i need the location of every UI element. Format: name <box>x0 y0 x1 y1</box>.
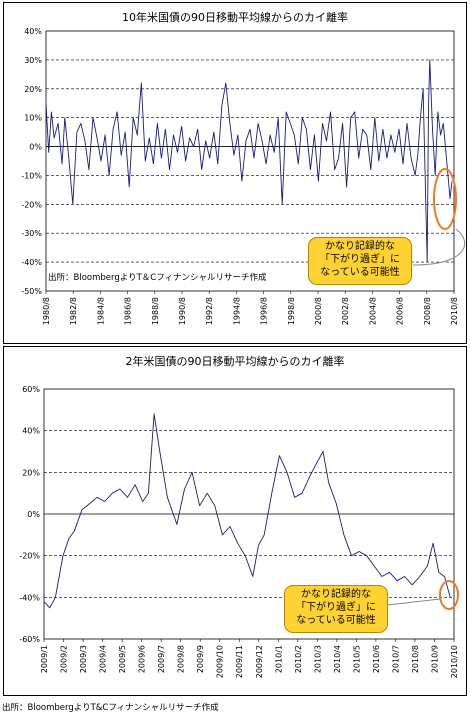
callout-connector <box>387 598 441 606</box>
x-tick-label: 1990/8 <box>178 297 187 325</box>
y-tick-label: -50% <box>21 287 42 296</box>
x-tick-label: 2009/12 <box>255 645 264 678</box>
highlight-ellipse <box>439 580 459 610</box>
x-tick-label: 1996/8 <box>260 297 269 325</box>
x-tick-label: 2009/4 <box>99 645 108 673</box>
x-tick-label: 2008/8 <box>423 297 432 325</box>
y-tick-label: -20% <box>21 200 42 209</box>
x-tick-label: 1984/8 <box>96 297 105 325</box>
x-tick-label: 2009/1 <box>40 645 49 673</box>
x-tick-label: 2009/6 <box>138 645 147 673</box>
x-tick-label: 2010/6 <box>372 645 381 673</box>
x-tick-label: 2010/8 <box>411 645 420 673</box>
x-tick-label: 1982/8 <box>69 297 78 325</box>
y-tick-label: 20% <box>22 468 40 477</box>
callout-line: 「下がり過ぎ」に <box>296 602 376 613</box>
chart-2y-svg: -60% -40% -20% 0% 20% 40% 60% 2009/1 2009/2 2009/… <box>19 385 459 678</box>
y-tick-label: -20% <box>19 552 40 561</box>
y-tick-label: -10% <box>21 171 42 180</box>
chart-title: 10年米国債の90日移動平均線からのカイ離率 <box>122 11 348 24</box>
y-tick-label: 10% <box>24 114 42 123</box>
x-tick-label: 2009/11 <box>235 645 244 678</box>
x-tick-label: 2002/8 <box>341 297 350 325</box>
x-tick-label: 2009/7 <box>157 645 166 673</box>
x-tick-label: 2010/1 <box>274 645 283 673</box>
y-tick-label: 20% <box>24 85 42 94</box>
chart-title: 2年米国債の90日移動平均線からのカイ離率 <box>125 355 345 368</box>
x-tick-label: 2010/7 <box>391 645 400 673</box>
y-tick-label: 30% <box>24 56 42 65</box>
y-tick-label: 60% <box>22 385 40 394</box>
y-tick-label: -40% <box>21 258 42 267</box>
y-tick-label: -60% <box>19 635 40 644</box>
footer-source: 出所：BloombergよりT&Cフィナンシャルリサーチ作成 <box>2 703 219 713</box>
x-tick-label: 2009/9 <box>196 645 205 673</box>
x-tick-label: 2000/8 <box>314 297 323 325</box>
y-tick-label: 40% <box>22 427 40 436</box>
x-tick-label: 2010/8 <box>450 297 459 325</box>
series-line <box>43 413 451 609</box>
x-tick-label: 2010/3 <box>313 645 322 673</box>
callout-line: 「下がり過ぎ」に <box>320 254 400 265</box>
callout-line: かなり記録的な <box>325 241 395 252</box>
chart-10y-svg: -50% -40% -30% -20% -10% 0% 10% 20% 30% 40% 1980/8… <box>21 27 466 325</box>
plot-frame <box>45 30 455 292</box>
plot-frame <box>43 388 455 640</box>
y-tick-label: 40% <box>24 27 42 36</box>
callout-line: なっている可能性 <box>296 615 376 626</box>
x-tick-label: 2009/2 <box>60 645 69 673</box>
x-tick-label: 1988/8 <box>151 297 160 325</box>
x-tick-label: 1980/8 <box>42 297 51 325</box>
chart-panel-10y: 10年米国債の90日移動平均線からのカイ離率 -50% -40% -30% -20% -… <box>3 2 467 344</box>
y-tick-label: 0% <box>29 143 42 152</box>
x-tick-label: 1998/8 <box>287 297 296 325</box>
x-tick-label: 2010/5 <box>352 645 361 673</box>
callout-box: かなり記録的な 「下がり過ぎ」に なっている可能性 <box>284 585 388 633</box>
callout-line: なっている可能性 <box>320 267 400 278</box>
x-tick-label: 2010/4 <box>333 645 342 673</box>
x-tick-label: 2010/9 <box>430 645 439 673</box>
callout-box: かなり記録的な 「下がり過ぎ」に なっている可能性 <box>308 237 412 285</box>
x-tick-label: 2009/3 <box>79 645 88 673</box>
y-tick-label: -40% <box>19 593 40 602</box>
x-tick-label: 2006/8 <box>396 297 405 325</box>
source-note: 出所：BloombergよりT＆Cフィナンシャルリサーチ作成 <box>48 273 267 283</box>
x-tick-label: 2004/8 <box>368 297 377 325</box>
x-tick-label: 2010/10 <box>450 645 459 678</box>
x-tick-label: 1986/8 <box>124 297 133 325</box>
y-tick-label: 0% <box>27 510 40 519</box>
callout-connector <box>412 228 466 266</box>
y-tick-label: -30% <box>21 229 42 238</box>
x-tick-label: 2010/2 <box>294 645 303 673</box>
series-line <box>45 59 453 263</box>
x-tick-label: 2009/5 <box>118 645 127 673</box>
chart-panel-2y: 2年米国債の90日移動平均線からのカイ離率 -60% -40% -20% 0% 20% 4… <box>3 346 467 696</box>
callout-line: かなり記録的な <box>301 589 371 600</box>
x-tick-label: 2009/8 <box>177 645 186 673</box>
x-tick-label: 1992/8 <box>205 297 214 325</box>
x-tick-label: 2009/10 <box>216 645 225 678</box>
x-tick-label: 1994/8 <box>232 297 241 325</box>
highlight-ellipse <box>433 168 457 230</box>
